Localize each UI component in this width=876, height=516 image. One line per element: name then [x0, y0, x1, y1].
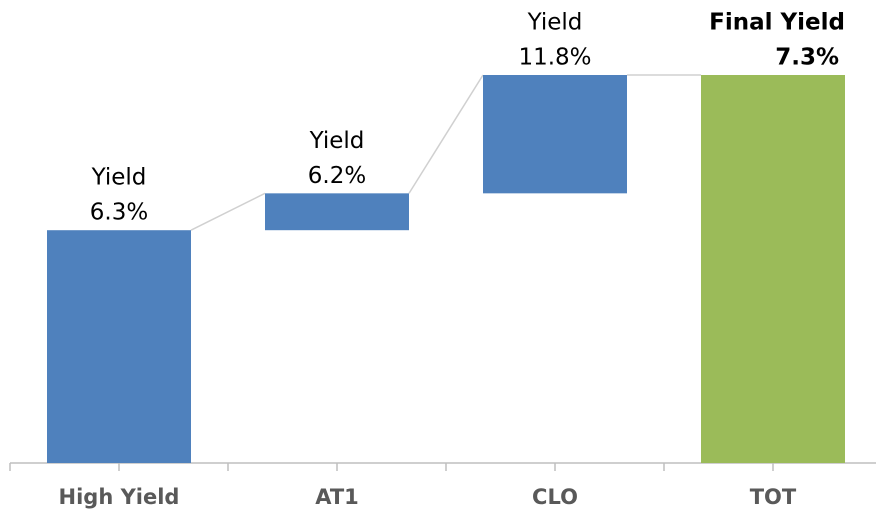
data-label-value: 11.8% [518, 45, 591, 71]
data-label-title: Yield [91, 165, 147, 191]
x-tick-label: TOT [750, 485, 797, 509]
data-label-title: Yield [527, 10, 583, 36]
connector [408, 74, 484, 194]
x-tick-label: High Yield [59, 485, 180, 509]
data-label-value: 7.3% [775, 45, 839, 71]
bar [483, 75, 627, 194]
data-label-value: 6.2% [308, 163, 366, 189]
x-tick-label: CLO [532, 485, 578, 509]
data-label-title: Final Yield [709, 10, 845, 36]
connector [190, 192, 266, 231]
bar [265, 193, 409, 231]
data-label-value: 6.3% [90, 200, 148, 226]
data-label-title: Yield [309, 128, 365, 154]
bar [701, 75, 845, 463]
bar [47, 230, 191, 463]
x-tick-label: AT1 [315, 485, 359, 509]
